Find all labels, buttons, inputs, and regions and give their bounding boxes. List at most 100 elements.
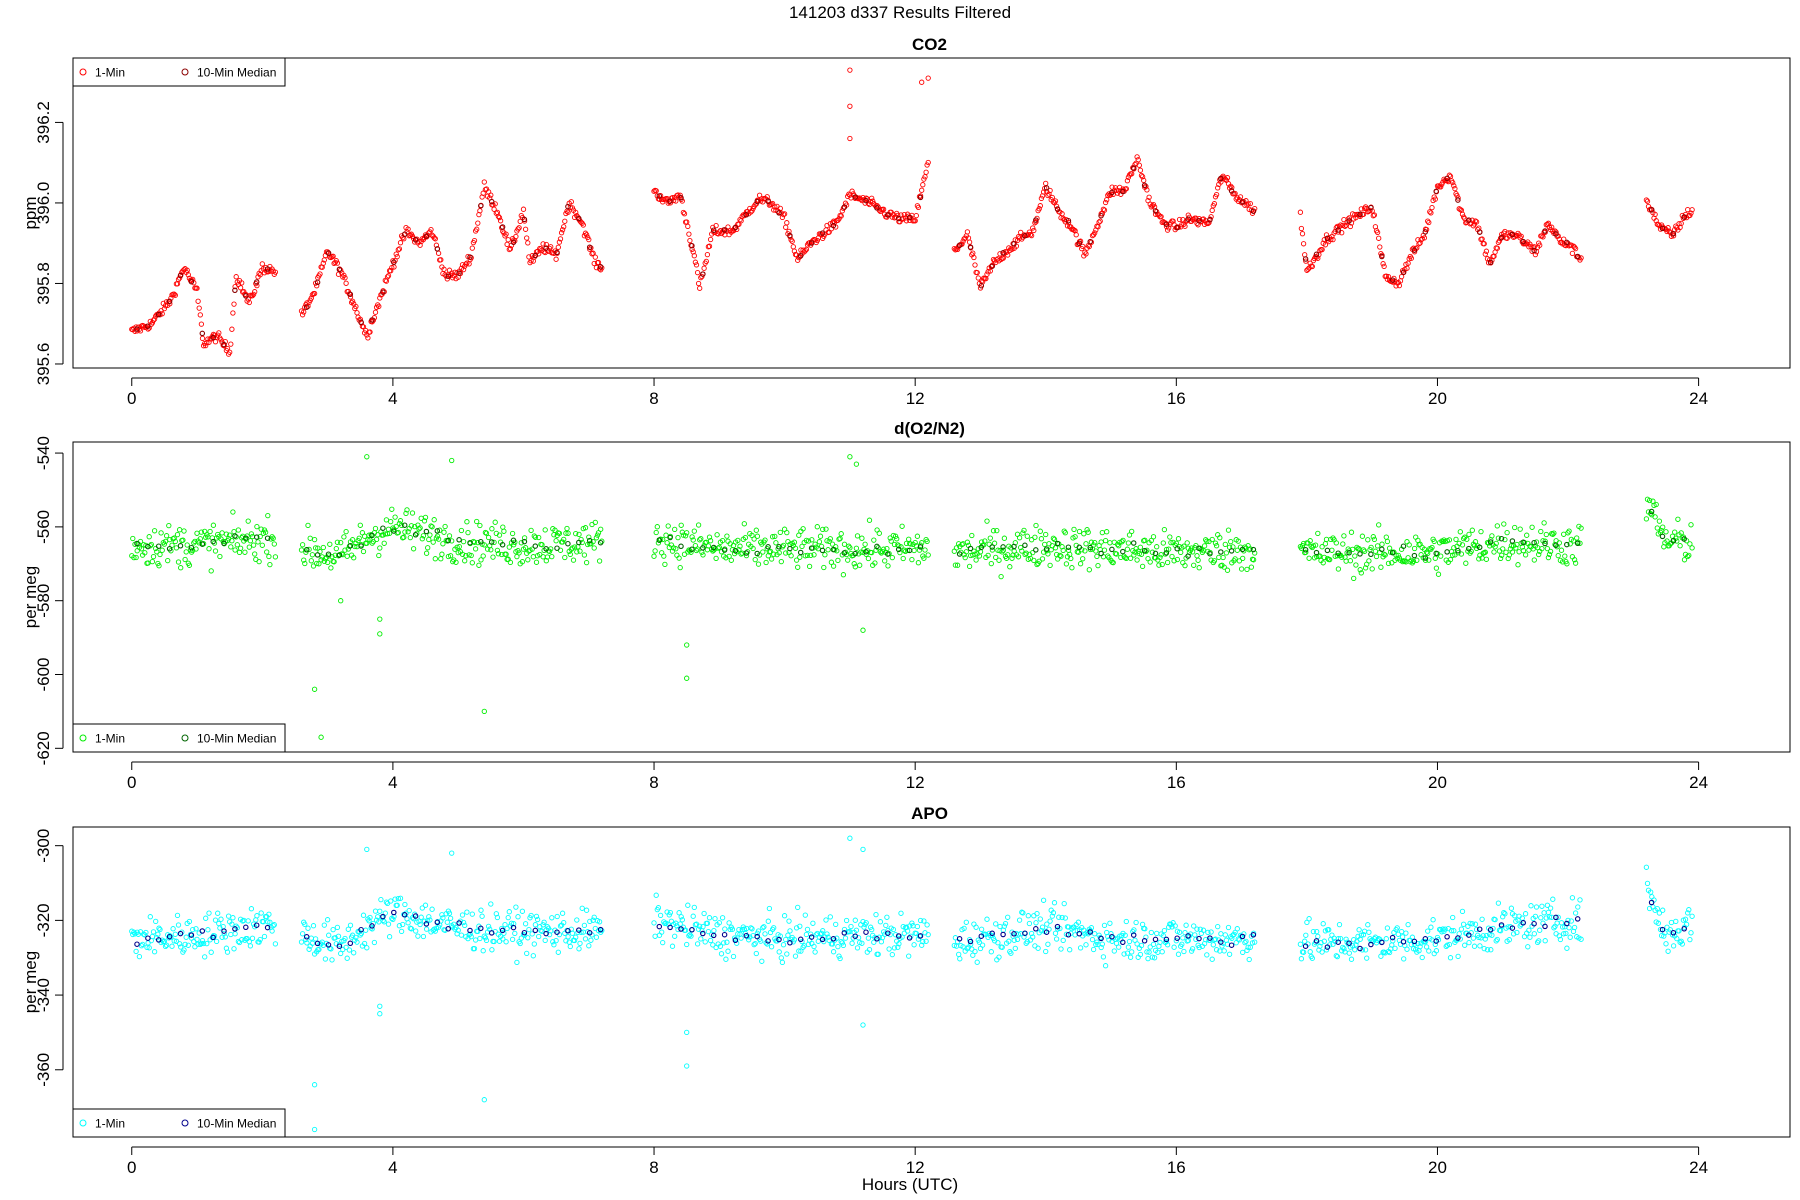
- x-tick-label: 0: [127, 1158, 136, 1177]
- data-point: [299, 312, 306, 318]
- data-point: [462, 922, 468, 929]
- median-point: [314, 279, 321, 286]
- data-point: [1483, 248, 1490, 254]
- data-point: [301, 309, 307, 315]
- data-point: [402, 901, 408, 908]
- data-point: [213, 938, 220, 945]
- median-point: [754, 198, 760, 205]
- data-point: [472, 937, 479, 943]
- data-point: [1133, 919, 1139, 926]
- data-point: [479, 913, 485, 919]
- median-point: [1509, 231, 1516, 238]
- data-point: [1204, 952, 1210, 958]
- data-point: [334, 539, 341, 545]
- data-point: [952, 247, 959, 253]
- data-point: [593, 934, 600, 940]
- data-point: [703, 258, 709, 265]
- data-point: [506, 909, 512, 915]
- data-point: [194, 530, 200, 536]
- data-point: [1384, 538, 1391, 545]
- data-point: [261, 933, 268, 940]
- data-point: [553, 256, 559, 262]
- data-point: [686, 231, 692, 237]
- data-point: [305, 522, 311, 529]
- data-point: [951, 245, 957, 252]
- data-point: [392, 514, 398, 520]
- data-point: [716, 544, 722, 550]
- data-point: [1234, 926, 1240, 932]
- data-point: [386, 530, 393, 536]
- data-point: [1167, 534, 1173, 540]
- data-point: [478, 907, 484, 913]
- data-point: [357, 522, 363, 528]
- data-point: [407, 534, 413, 541]
- data-point: [328, 565, 334, 571]
- data-point: [684, 675, 690, 681]
- data-point: [963, 919, 969, 925]
- data-point: [503, 939, 509, 945]
- data-point: [442, 523, 448, 530]
- data-point: [576, 531, 582, 538]
- data-point: [1315, 933, 1321, 940]
- data-point: [835, 943, 841, 950]
- data-point: [393, 523, 399, 530]
- data-point: [364, 454, 370, 460]
- data-point: [546, 548, 553, 555]
- data-point: [1127, 954, 1134, 960]
- data-point: [1024, 533, 1030, 539]
- data-point: [1107, 540, 1113, 546]
- data-point: [1225, 527, 1232, 533]
- data-point: [838, 213, 844, 219]
- data-point: [1572, 910, 1579, 916]
- data-point: [1208, 929, 1214, 935]
- data-point: [1083, 942, 1089, 948]
- data-point: [811, 943, 817, 950]
- data-point: [1459, 211, 1466, 217]
- data-point: [750, 545, 756, 552]
- median-point: [1087, 238, 1093, 245]
- data-point: [701, 910, 707, 917]
- data-point: [416, 526, 422, 532]
- data-point: [308, 558, 314, 564]
- data-point: [691, 528, 697, 534]
- median-point: [1033, 217, 1039, 223]
- data-point: [423, 926, 430, 932]
- data-point: [1455, 953, 1461, 960]
- data-point: [804, 552, 811, 559]
- data-point: [1137, 544, 1144, 550]
- median-point: [303, 304, 310, 310]
- data-point: [814, 524, 820, 530]
- data-point: [314, 283, 320, 289]
- data-point: [1031, 227, 1037, 234]
- data-point: [559, 227, 566, 233]
- data-point: [895, 212, 901, 219]
- data-point: [1046, 926, 1052, 932]
- data-point: [509, 936, 516, 943]
- data-point: [167, 301, 173, 307]
- median-point: [1422, 229, 1429, 235]
- median-point: [1659, 533, 1666, 540]
- median-point: [1368, 204, 1374, 211]
- data-point: [434, 533, 441, 539]
- data-point: [1213, 191, 1220, 198]
- data-point: [311, 536, 318, 543]
- data-point: [1377, 244, 1383, 250]
- data-point: [1100, 206, 1107, 212]
- data-point: [1061, 900, 1067, 907]
- data-point: [481, 1097, 487, 1103]
- x-tick-label: 24: [1689, 389, 1708, 408]
- data-point: [133, 948, 139, 955]
- data-point: [574, 917, 580, 923]
- data-point: [223, 531, 230, 537]
- median-point: [841, 204, 848, 210]
- data-point: [1405, 921, 1411, 928]
- data-point: [762, 537, 768, 543]
- data-point: [583, 559, 590, 566]
- data-point: [228, 931, 234, 938]
- data-point: [580, 222, 586, 228]
- data-point: [1209, 207, 1215, 214]
- data-point: [1050, 535, 1057, 541]
- data-point: [689, 534, 695, 540]
- data-point: [751, 536, 757, 542]
- data-point: [1206, 219, 1212, 226]
